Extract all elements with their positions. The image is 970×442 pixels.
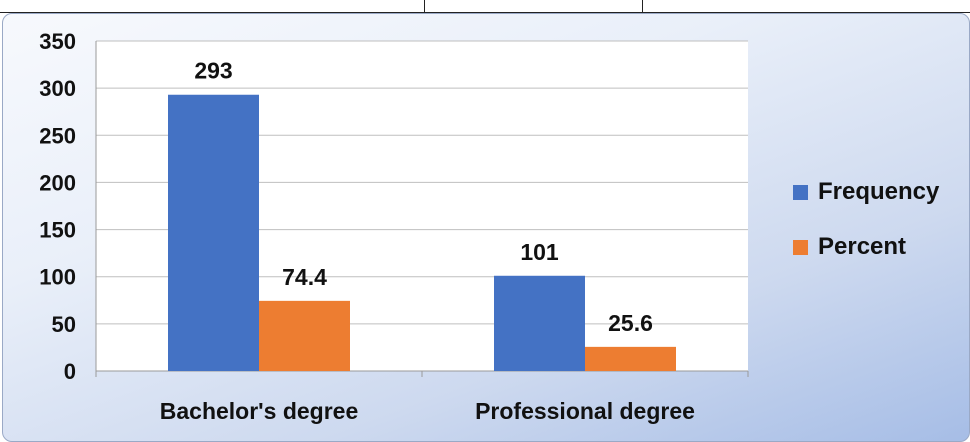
top-table-border — [0, 0, 970, 13]
y-tick-label: 350 — [39, 29, 76, 54]
legend-swatch-frequency — [793, 185, 808, 200]
table-divider — [642, 0, 643, 12]
bar-frequency-1 — [494, 275, 585, 371]
data-label: 101 — [520, 239, 559, 265]
data-label: 25.6 — [608, 310, 653, 336]
y-tick-label: 50 — [52, 312, 76, 337]
bar-chart: 0 50 100 150 200 250 300 350 293 74.4 Bachelor's d… — [39, 29, 940, 424]
y-tick-label: 300 — [39, 76, 76, 101]
data-label: 74.4 — [282, 264, 327, 290]
legend-label-percent: Percent — [818, 233, 906, 260]
data-label: 293 — [194, 58, 232, 84]
bar-frequency-0 — [168, 94, 259, 371]
category-label: Professional degree — [475, 398, 695, 424]
table-divider — [424, 0, 425, 12]
chart-frame: 0 50 100 150 200 250 300 350 293 74.4 Bachelor's d… — [2, 13, 970, 442]
bar-percent-1 — [585, 346, 676, 371]
y-tick-label: 250 — [39, 123, 76, 148]
category-label: Bachelor's degree — [160, 398, 359, 424]
legend-swatch-percent — [793, 240, 808, 255]
bar-percent-0 — [259, 300, 350, 371]
y-tick-label: 150 — [39, 218, 76, 243]
legend-label-frequency: Frequency — [818, 178, 940, 205]
y-tick-label: 200 — [39, 170, 76, 195]
y-tick-label: 0 — [64, 359, 76, 384]
y-tick-label: 100 — [39, 265, 76, 290]
